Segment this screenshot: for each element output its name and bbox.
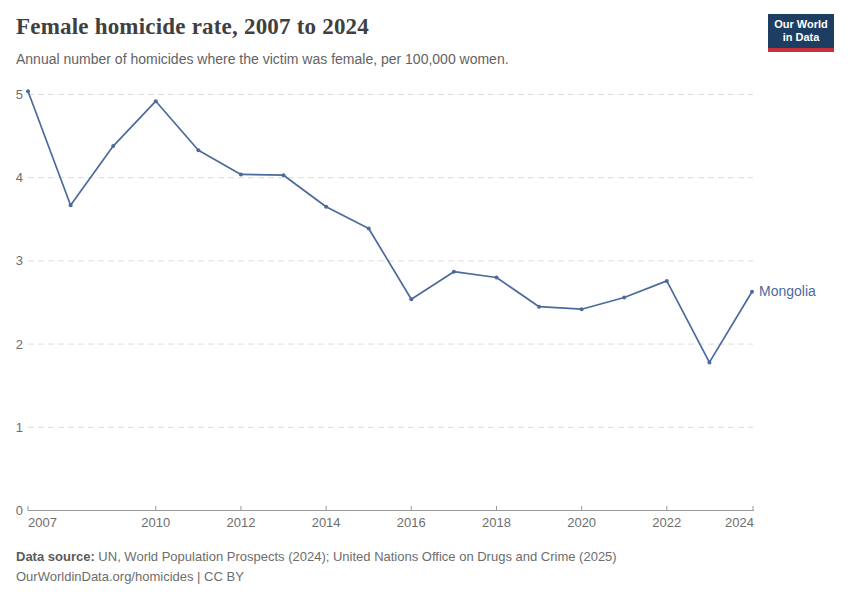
data-point <box>196 148 200 152</box>
data-point <box>324 205 328 209</box>
data-point <box>580 307 584 311</box>
y-tick-label: 4 <box>16 170 23 185</box>
x-tick-label: 2018 <box>482 515 511 530</box>
x-tick-label: 2022 <box>652 515 681 530</box>
data-point <box>154 99 158 103</box>
data-point <box>622 296 626 300</box>
chart-svg: 0 1 2 3 4 5 2007 2010 2012 2014 2016 2018 2020 2022 20… <box>0 0 850 600</box>
x-tick-label: 2024 <box>725 515 754 530</box>
x-tick-label: 2016 <box>397 515 426 530</box>
x-tick-label: 2014 <box>312 515 341 530</box>
data-point <box>495 276 499 280</box>
y-tick-label: 5 <box>16 87 23 102</box>
data-line <box>28 91 752 362</box>
data-point <box>367 227 371 231</box>
data-point <box>26 89 30 93</box>
data-source-line: Data source: UN, World Population Prospe… <box>16 547 617 567</box>
data-point <box>665 279 669 283</box>
series-label: Mongolia <box>759 283 816 299</box>
data-point <box>282 173 286 177</box>
x-tick-label: 2010 <box>141 515 170 530</box>
data-point <box>452 270 456 274</box>
data-point <box>239 172 243 176</box>
data-point <box>69 203 73 207</box>
data-point <box>750 290 754 294</box>
y-tick-label: 1 <box>16 420 23 435</box>
x-tick-label: 2007 <box>28 515 57 530</box>
data-point <box>111 144 115 148</box>
data-source-text: UN, World Population Prospects (2024); U… <box>95 549 617 564</box>
data-point <box>707 360 711 364</box>
x-tick-label: 2012 <box>226 515 255 530</box>
license-line: OurWorldinData.org/homicides | CC BY <box>16 567 617 587</box>
y-tick-label: 2 <box>16 337 23 352</box>
x-tick-label: 2020 <box>567 515 596 530</box>
chart-footer: Data source: UN, World Population Prospe… <box>16 547 617 587</box>
data-point <box>409 297 413 301</box>
y-tick-label: 0 <box>16 503 23 518</box>
data-source-label: Data source: <box>16 549 95 564</box>
data-point <box>537 305 541 309</box>
y-tick-label: 3 <box>16 253 23 268</box>
